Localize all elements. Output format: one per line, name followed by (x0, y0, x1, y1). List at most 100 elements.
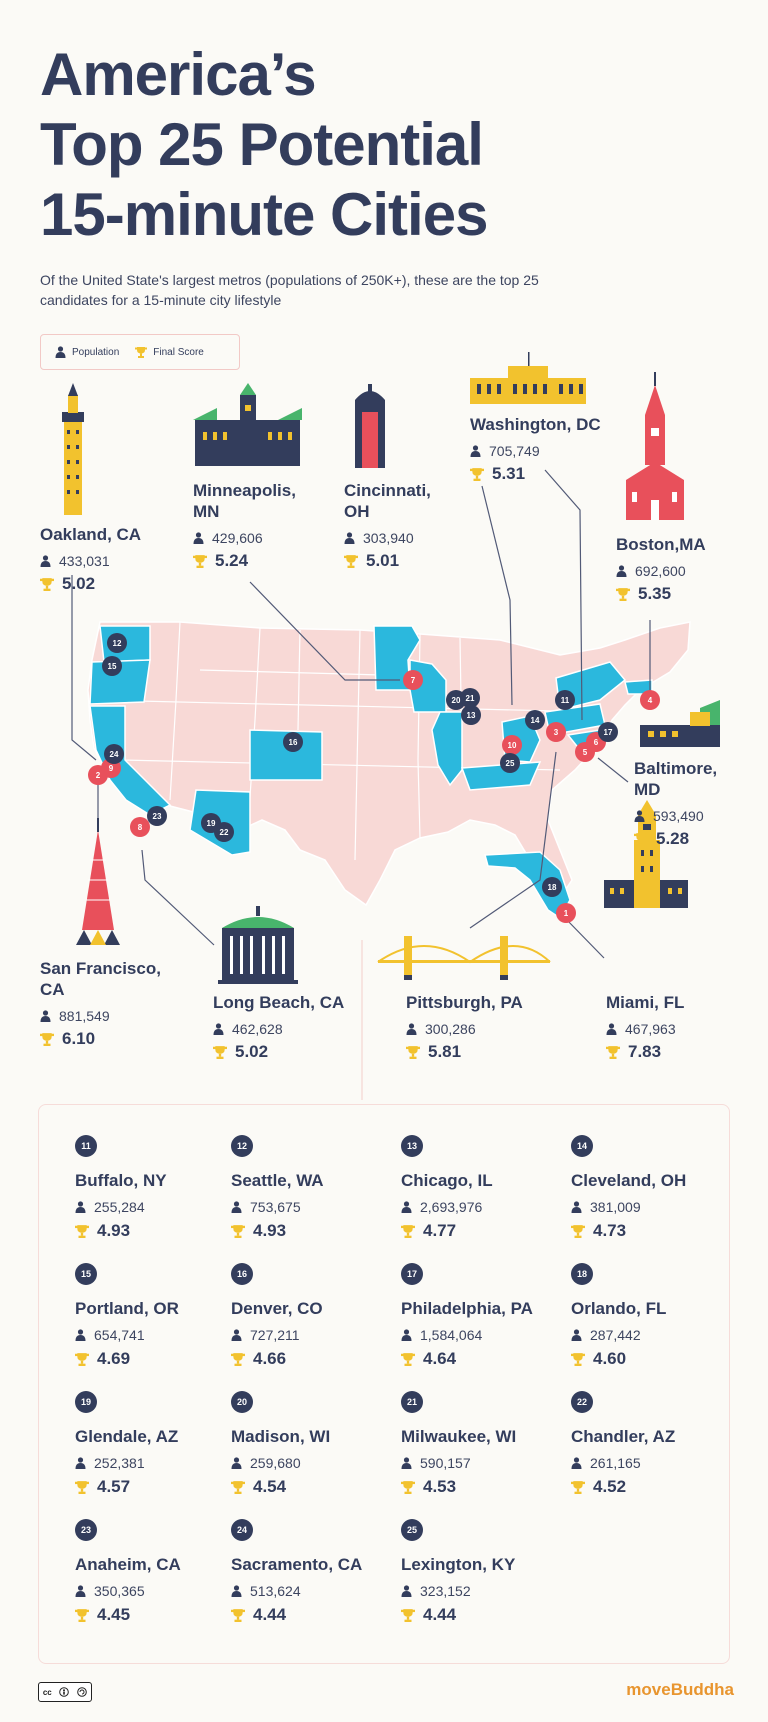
us-map: 1 2 3 4 5 6 7 8 9 10 11 12 13 14 15 16 1… (62, 352, 720, 1100)
score-value: 7.83 (628, 1042, 662, 1061)
population-row: 753,675 (231, 1199, 391, 1215)
svg-text:7: 7 (411, 676, 416, 685)
trophy-icon (75, 1609, 89, 1622)
score-value: 5.02 (235, 1042, 269, 1061)
population-row: 590,157 (401, 1455, 561, 1471)
population-value: 259,680 (250, 1455, 301, 1471)
score-row: 4.64 (401, 1349, 561, 1369)
city-name: San Francisco, CA (40, 959, 161, 999)
svg-text:23: 23 (153, 812, 162, 821)
population-value: 2,693,976 (420, 1199, 483, 1215)
population-row: 593,490 (634, 808, 734, 824)
rank-badge: 13 (401, 1135, 423, 1157)
map-marker-14: 14 (525, 710, 545, 730)
trophy-icon (40, 1033, 54, 1046)
score-row: 5.31 (470, 464, 601, 484)
svg-text:2: 2 (96, 771, 101, 780)
trophy-icon (213, 1046, 227, 1059)
rank-card: 21 Milwaukee, WI 590,157 4.53 (401, 1391, 561, 1497)
callout-longbeach: Long Beach, CA 462,628 5.02 (213, 992, 344, 1062)
population-row: 881,549 (40, 1008, 180, 1024)
trophy-icon (470, 468, 484, 481)
person-icon (75, 1329, 86, 1341)
svg-text:12: 12 (113, 639, 122, 648)
svg-text:16: 16 (289, 738, 298, 747)
rank-card: 13 Chicago, IL 2,693,976 4.77 (401, 1135, 561, 1241)
score-row: 4.44 (401, 1605, 561, 1625)
rank-card: 16 Denver, CO 727,211 4.66 (231, 1263, 391, 1369)
population-value: 429,606 (212, 530, 263, 546)
page-title: America’s Top 25 Potential 15-minute Cit… (40, 40, 660, 250)
rank-badge: 12 (231, 1135, 253, 1157)
trophy-icon (231, 1225, 245, 1238)
rank-badge: 15 (75, 1263, 97, 1285)
city-name: Minneapolis, MN (193, 481, 296, 521)
score-row: 4.77 (401, 1221, 561, 1241)
trophy-icon (401, 1609, 415, 1622)
map-marker-17: 17 (598, 722, 618, 742)
pittsburgh-bridge-illustration (377, 936, 551, 980)
population-value: 467,963 (625, 1021, 676, 1037)
person-icon (616, 565, 627, 577)
rank-card: 14 Cleveland, OH 381,009 4.73 (571, 1135, 731, 1241)
score-row: 5.02 (40, 574, 141, 594)
score-row: 7.83 (606, 1042, 684, 1062)
callout-oakland: Oakland, CA 433,031 5.02 (40, 524, 141, 594)
score-value: 4.64 (423, 1349, 457, 1368)
callout-baltimore: Baltimore, MD 593,490 5.28 (634, 758, 734, 849)
svg-text:18: 18 (548, 883, 557, 892)
population-value: 590,157 (420, 1455, 471, 1471)
score-value: 5.81 (428, 1042, 462, 1061)
person-icon (634, 810, 645, 822)
population-row: 261,165 (571, 1455, 731, 1471)
svg-text:6: 6 (594, 738, 599, 747)
population-value: 261,165 (590, 1455, 641, 1471)
city-name: Cincinnati, OH (344, 481, 431, 521)
sa-icon (77, 1687, 87, 1697)
map-marker-10: 10 (502, 735, 522, 755)
rank-badge: 18 (571, 1263, 593, 1285)
population-value: 433,031 (59, 553, 110, 569)
person-icon (231, 1201, 242, 1213)
callout-minneapolis: Minneapolis, MN 429,606 5.24 (193, 480, 323, 571)
svg-text:20: 20 (452, 696, 461, 705)
score-value: 4.69 (97, 1349, 131, 1368)
population-row: 429,606 (193, 530, 323, 546)
score-row: 4.60 (571, 1349, 731, 1369)
score-row: 4.69 (75, 1349, 235, 1369)
trophy-icon (571, 1353, 585, 1366)
map-marker-23: 23 (147, 806, 167, 826)
score-row: 4.45 (75, 1605, 235, 1625)
score-row: 5.01 (344, 551, 454, 571)
rank-card: 23 Anaheim, CA 350,365 4.45 (75, 1519, 235, 1625)
score-value: 4.73 (593, 1221, 627, 1240)
cincinnati-tower-illustration (355, 384, 385, 468)
by-icon (59, 1687, 70, 1697)
rank-card: 24 Sacramento, CA 513,624 4.44 (231, 1519, 391, 1625)
brand-part-2: Buddha (670, 1680, 734, 1699)
person-icon (401, 1201, 412, 1213)
population-value: 462,628 (232, 1021, 283, 1037)
legend-population-label: Population (72, 346, 120, 358)
legend: Population Final Score (40, 334, 240, 370)
city-name: Glendale, AZ (75, 1427, 179, 1446)
baltimore-building-illustration (640, 700, 720, 747)
oakland-tower-illustration (62, 383, 84, 515)
rank-badge: 24 (231, 1519, 253, 1541)
trophy-icon (75, 1225, 89, 1238)
city-name: Anaheim, CA (75, 1555, 181, 1574)
trophy-icon (401, 1353, 415, 1366)
score-row: 5.02 (213, 1042, 344, 1062)
city-name: Orlando, FL (571, 1299, 667, 1318)
person-icon (571, 1201, 582, 1213)
population-value: 1,584,064 (420, 1327, 483, 1343)
trophy-icon (401, 1225, 415, 1238)
rank-card: 17 Philadelphia, PA 1,584,064 4.64 (401, 1263, 561, 1369)
population-row: 303,940 (344, 530, 454, 546)
score-value: 5.31 (492, 464, 526, 483)
map-marker-1: 1 (556, 903, 576, 923)
svg-text:17: 17 (604, 728, 613, 737)
score-value: 4.66 (253, 1349, 287, 1368)
city-name: Cleveland, OH (571, 1171, 687, 1190)
city-name: Portland, OR (75, 1299, 179, 1318)
